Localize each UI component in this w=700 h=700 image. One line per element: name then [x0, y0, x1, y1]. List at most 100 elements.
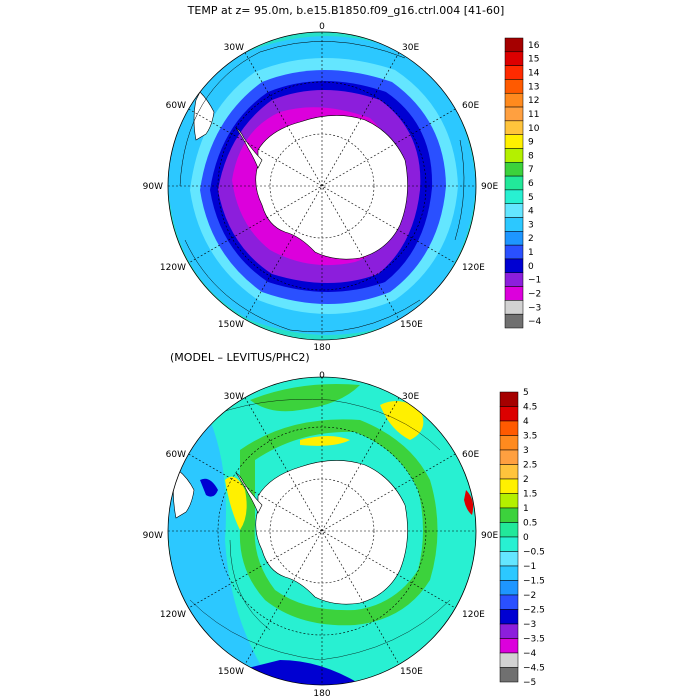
bottom-colorbar-swatch — [499, 507, 519, 523]
bottom-colorbar-swatch — [499, 391, 519, 407]
bottom-colorbar-label: 1 — [523, 504, 529, 514]
top-colorbar-swatch — [504, 175, 524, 191]
top-colorbar-swatch — [504, 65, 524, 80]
top-colorbar-swatch — [504, 313, 524, 329]
top-colorbar-label: 6 — [528, 179, 534, 189]
bottom-colorbar-label: 3 — [523, 446, 529, 456]
bottom-colorbar-swatch — [499, 478, 519, 494]
top-colorbar-label: 15 — [528, 55, 539, 65]
bottom-colorbar-swatch — [499, 580, 519, 596]
top-colorbar-swatch — [504, 244, 524, 260]
bot-lbl-150e: 150E — [400, 667, 423, 677]
bottom-colorbar-label: −2 — [523, 591, 536, 601]
top-colorbar-label: −2 — [528, 289, 541, 299]
top-colorbar-label: 7 — [528, 165, 534, 175]
top-colorbar-swatch — [504, 79, 524, 94]
top-colorbar-swatch — [504, 148, 524, 163]
bot-lbl-150w: 150W — [218, 667, 244, 677]
bottom-colorbar-label: −4 — [523, 649, 537, 659]
top-colorbar-swatch — [504, 189, 524, 204]
top-colorbar-label: −3 — [528, 303, 541, 313]
top-colorbar-label: 5 — [528, 193, 534, 203]
top-colorbar-swatch — [504, 300, 524, 315]
bottom-colorbar-swatch — [499, 522, 519, 538]
bottom-colorbar: 5 4.5 4 3.5 3 2.5 2 1.5 1 0.5 0 −0.5 −1 −1.5 −2 −2.5 −3 −… — [499, 388, 545, 688]
top-longitude-labels: 0 30E 60E 90E 120E 150E 180 150W 120W 90… — [143, 22, 499, 353]
top-lbl-60e: 60E — [462, 101, 479, 111]
top-colorbar-label: 1 — [528, 248, 534, 258]
bottom-colorbar-label: 4.5 — [523, 403, 537, 413]
bottom-colorbar-label: −1 — [523, 562, 536, 572]
bottom-colorbar-label: 4 — [523, 417, 529, 427]
top-colorbar-label: 8 — [528, 151, 534, 161]
top-lbl-30e: 30E — [402, 43, 419, 53]
top-colorbar-label: 2 — [528, 234, 534, 244]
bottom-colorbar-label: −1.5 — [523, 577, 545, 587]
top-colorbar-swatch — [504, 134, 524, 149]
top-lbl-0: 0 — [319, 22, 325, 32]
bottom-colorbar-label: −3 — [523, 620, 536, 630]
top-lbl-150w: 150W — [218, 320, 244, 330]
top-graticule — [168, 32, 476, 340]
bottom-colorbar-swatch — [499, 638, 519, 654]
top-colorbar-label: 4 — [528, 207, 534, 217]
top-colorbar-swatch — [504, 231, 524, 246]
top-lbl-180: 180 — [313, 343, 330, 353]
bottom-colorbar-swatch — [499, 449, 519, 465]
top-colorbar-swatch — [504, 92, 524, 108]
bottom-colorbar-swatch — [499, 667, 519, 683]
bottom-colorbar-label: 2.5 — [523, 461, 537, 471]
top-colorbar-label: 11 — [528, 110, 539, 120]
top-lbl-90e: 90E — [481, 182, 498, 192]
top-title: TEMP at z= 95.0m, b.e15.B1850.f09_g16.ct… — [187, 4, 505, 17]
top-colorbar-label: 0 — [528, 262, 534, 272]
bottom-colorbar-label: 0.5 — [523, 519, 537, 529]
bot-lbl-120e: 120E — [462, 610, 485, 620]
top-colorbar-label: 16 — [528, 41, 540, 51]
top-lbl-150e: 150E — [400, 320, 423, 330]
bottom-colorbar-swatch — [499, 536, 519, 552]
bottom-colorbar-label: −2.5 — [523, 606, 545, 616]
bottom-colorbar-swatch — [499, 652, 519, 668]
bot-lbl-180: 180 — [313, 689, 330, 699]
bottom-colorbar-swatch — [499, 464, 519, 480]
top-colorbar-swatch — [504, 203, 524, 218]
top-colorbar-swatch — [504, 258, 524, 274]
bottom-colorbar-label: 3.5 — [523, 432, 537, 442]
bottom-map-border — [167, 376, 477, 686]
top-colorbar-swatch — [504, 272, 524, 287]
bottom-colorbar-label: −3.5 — [523, 635, 545, 645]
bottom-colorbar-label: 5 — [523, 388, 529, 398]
top-colorbar-label: 10 — [528, 124, 540, 134]
top-colorbar-label: −4 — [528, 317, 542, 327]
top-lbl-90w: 90W — [143, 182, 163, 192]
bottom-colorbar-label: 2 — [523, 475, 529, 485]
bot-lbl-30e: 30E — [402, 392, 419, 402]
bottom-colorbar-swatch — [499, 406, 519, 422]
top-colorbar-label: 12 — [528, 96, 539, 106]
top-lbl-120e: 120E — [462, 263, 485, 273]
top-colorbar-swatch — [504, 286, 524, 301]
bottom-colorbar-swatch — [499, 551, 519, 567]
bottom-colorbar-label: 1.5 — [523, 490, 537, 500]
top-lbl-120w: 120W — [160, 263, 186, 273]
top-colorbar-label: −1 — [528, 276, 541, 286]
top-lbl-30w: 30W — [224, 43, 244, 53]
top-colorbar-label: 9 — [528, 138, 534, 148]
top-map-border — [167, 31, 477, 341]
bottom-colorbar-swatch — [499, 565, 519, 581]
bottom-colorbar-swatch — [499, 594, 519, 610]
bottom-colorbar-label: −5 — [523, 678, 536, 688]
bottom-colorbar-label: −4.5 — [523, 664, 545, 674]
top-colorbar-label: 13 — [528, 82, 539, 92]
bottom-colorbar-swatch — [499, 623, 519, 639]
bot-lbl-0: 0 — [319, 371, 325, 381]
top-lbl-60w: 60W — [166, 101, 186, 111]
bottom-colorbar-label: 0 — [523, 533, 529, 543]
bot-lbl-60w: 60W — [166, 450, 186, 460]
top-colorbar-label: 14 — [528, 69, 540, 79]
bot-lbl-30w: 30W — [224, 392, 244, 402]
top-polar-map — [168, 32, 476, 340]
